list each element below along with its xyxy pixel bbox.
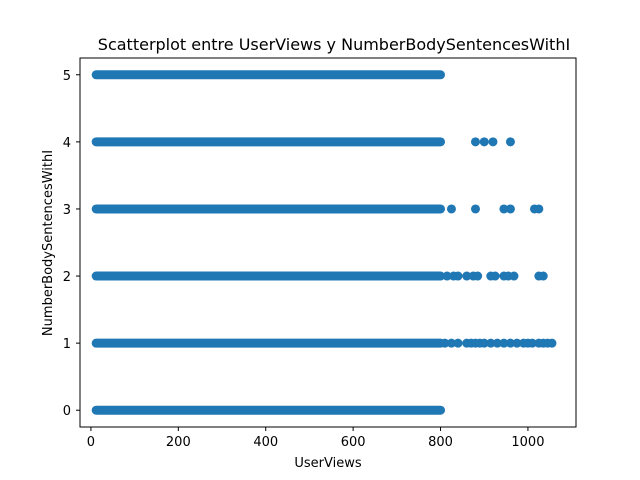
x-tick-label: 200	[166, 435, 191, 450]
data-point	[486, 338, 496, 348]
data-points-layer	[91, 70, 557, 415]
x-axis: 0 200 400 600 800 1000	[87, 427, 544, 450]
data-point	[505, 338, 515, 348]
data-point	[505, 204, 515, 214]
chart-title: Scatterplot entre UserViews y NumberBody…	[98, 35, 570, 54]
x-axis-label: UserViews	[294, 456, 361, 471]
data-point	[470, 137, 480, 147]
plot-frame	[79, 57, 577, 428]
dense-points-band-2	[91, 271, 446, 281]
data-point	[512, 338, 522, 348]
dense-points-band-1	[91, 338, 446, 348]
dense-points-band-0	[91, 405, 446, 415]
y-tick-label: 5	[63, 69, 71, 84]
y-tick-label: 1	[63, 337, 71, 352]
dense-points-band-3	[91, 204, 446, 214]
data-point	[440, 338, 450, 348]
dense-points-band-4	[91, 137, 446, 147]
data-point	[547, 338, 557, 348]
y-tick-label: 3	[63, 203, 71, 218]
data-point	[479, 137, 489, 147]
y-tick-label: 4	[63, 136, 71, 151]
data-point	[453, 338, 463, 348]
x-tick-label: 0	[87, 435, 95, 450]
data-point	[446, 204, 456, 214]
x-tick-label: 800	[428, 435, 453, 450]
data-point	[488, 137, 498, 147]
data-point	[509, 271, 519, 281]
data-point	[499, 204, 509, 214]
y-axis: 0 1 2 3 4 5	[63, 69, 80, 419]
data-point	[492, 338, 502, 348]
data-point	[534, 204, 544, 214]
x-tick-label: 1000	[511, 435, 544, 450]
data-point	[470, 204, 480, 214]
data-point	[505, 137, 515, 147]
data-point	[473, 271, 483, 281]
data-point	[499, 338, 509, 348]
data-point	[462, 271, 472, 281]
data-point	[479, 338, 489, 348]
data-point	[446, 338, 456, 348]
data-point	[442, 271, 452, 281]
dense-points-band-5	[91, 70, 446, 80]
y-axis-label: NumberBodySentencesWithI	[41, 150, 56, 336]
x-tick-label: 600	[341, 435, 366, 450]
x-tick-label: 400	[253, 435, 278, 450]
data-point	[453, 271, 463, 281]
data-point	[538, 271, 548, 281]
data-point	[527, 338, 537, 348]
y-tick-label: 0	[63, 404, 71, 419]
data-point	[490, 271, 500, 281]
y-tick-label: 2	[63, 270, 71, 285]
